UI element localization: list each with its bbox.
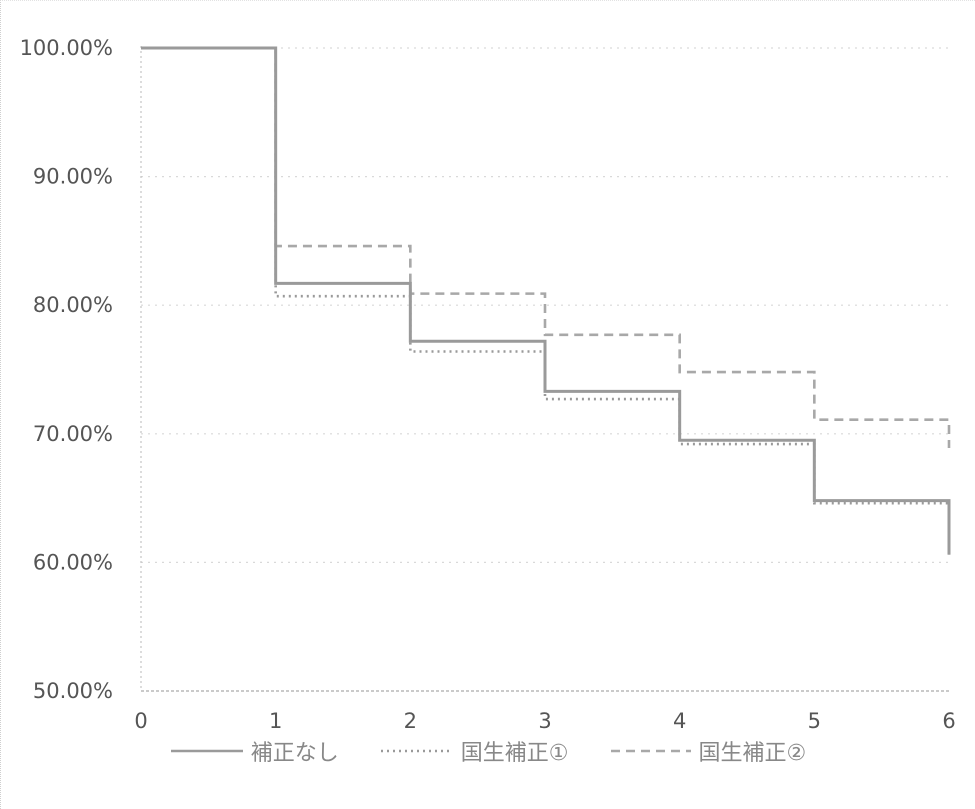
x-tick-label: 5 <box>808 709 821 731</box>
x-tick-label: 4 <box>673 709 686 731</box>
y-tick-label: 70.00% <box>33 422 113 446</box>
x-tick-label: 2 <box>404 709 417 731</box>
legend-label-series-3: 国生補正② <box>698 741 807 766</box>
survival-step-chart: 50.00% 60.00% 70.00% 80.00% 90.00% 100.00% 0 1… <box>20 36 956 731</box>
y-tick-label: 80.00% <box>33 293 113 317</box>
legend-label-series-2: 国生補正① <box>460 741 569 766</box>
x-tick-label: 1 <box>269 709 282 731</box>
legend-swatch-dotted <box>380 749 453 753</box>
series-lines <box>141 46 951 555</box>
y-tick-label: 50.00% <box>33 679 113 703</box>
x-tick-label: 3 <box>538 709 551 731</box>
series-line-2 <box>141 46 951 555</box>
legend: 補正なし 国生補正① 国生補正② <box>1 731 975 771</box>
x-tick-label: 6 <box>942 709 955 731</box>
y-tick-label: 90.00% <box>33 165 113 189</box>
series-line-1 <box>141 46 951 555</box>
y-tick-label: 60.00% <box>33 550 113 574</box>
legend-item-series-3: 国生補正② <box>610 735 807 767</box>
legend-swatch-solid <box>170 749 243 753</box>
y-tick-label: 100.00% <box>20 36 113 60</box>
legend-item-series-2: 国生補正① <box>380 735 569 767</box>
x-tick-label: 0 <box>134 709 147 731</box>
x-axis-ticks: 0 1 2 3 4 5 6 <box>134 709 955 731</box>
legend-item-series-1: 補正なし <box>170 735 339 767</box>
legend-swatch-dashed <box>610 749 691 753</box>
legend-label-series-1: 補正なし <box>250 741 339 766</box>
y-axis-ticks: 50.00% 60.00% 70.00% 80.00% 90.00% 100.00% <box>20 36 113 703</box>
